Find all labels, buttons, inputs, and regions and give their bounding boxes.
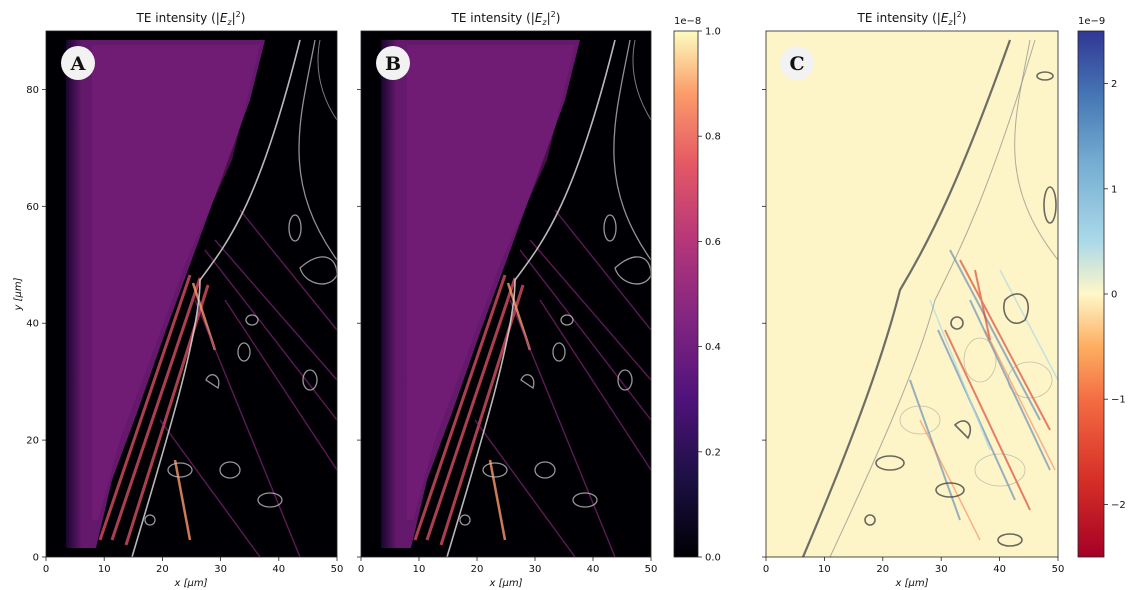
panel-c-colorbar [1077, 30, 1105, 558]
panel-a-badge-label: A [70, 53, 86, 75]
panel-b-title: TE intensity (|Ez|2) [451, 10, 561, 27]
panel-b-badge [376, 46, 410, 80]
colorbar-tick-label: 2 [1111, 79, 1117, 90]
colorbar-tick-label: 0.2 [705, 447, 721, 458]
y-tick-label: 60 [26, 202, 39, 213]
x-tick-label: 40 [587, 564, 600, 575]
y-tick-label: 20 [26, 436, 39, 447]
panel-c-xlabel: x [µm] [894, 578, 928, 589]
x-tick-label: 50 [645, 564, 658, 575]
colorbar-tick-label: −1 [1111, 395, 1126, 406]
panel-c-colorbar-ticks: 2 1 0 −1 −2 [1104, 79, 1126, 511]
x-tick-label: 30 [529, 564, 542, 575]
x-tick-label: 10 [98, 564, 111, 575]
panel-b: B TE intensity (|Ez|2) 0 10 20 30 40 50 x [µm… [357, 10, 721, 589]
panel-a: A TE intensity (|Ez|2) 0 10 20 30 40 50 0 20 40 6… [13, 10, 343, 589]
panel-a-ylabel: y [µm] [13, 277, 24, 311]
x-tick-label: 0 [43, 564, 49, 575]
colorbar-tick-label: 0.6 [705, 237, 721, 248]
panel-b-colorbar [673, 30, 699, 558]
x-tick-label: 30 [214, 564, 227, 575]
panel-b-axes: 0 10 20 30 40 50 [357, 89, 657, 575]
x-tick-label: 50 [1052, 564, 1065, 575]
y-tick-label: 0 [33, 553, 39, 564]
panel-c: C TE intensity (|Ez|2) 0 10 20 30 40 50 x [µm… [762, 10, 1126, 589]
x-tick-label: 0 [763, 564, 769, 575]
colorbar-tick-label: 0.8 [705, 132, 721, 143]
x-tick-label: 20 [156, 564, 169, 575]
panel-c-colorbar-scale: 1e−9 [1078, 16, 1105, 27]
colorbar-tick-label: 0.4 [705, 342, 721, 353]
colorbar-tick-label: 0.0 [705, 553, 721, 564]
panel-b-badge-label: B [385, 53, 401, 75]
panel-b-colorbar-ticks: 0.0 0.2 0.4 0.6 0.8 1.0 [698, 27, 721, 564]
panel-c-field-image [766, 31, 1058, 557]
x-tick-label: 20 [471, 564, 484, 575]
panel-b-field-image [361, 31, 651, 557]
panel-b-xlabel: x [µm] [488, 578, 522, 589]
panel-c-badge-label: C [789, 53, 804, 75]
panel-c-badge [780, 46, 814, 80]
x-tick-label: 40 [272, 564, 285, 575]
x-tick-label: 50 [331, 564, 344, 575]
x-tick-label: 40 [993, 564, 1006, 575]
panel-c-title: TE intensity (|Ez|2) [857, 10, 967, 27]
panel-a-xlabel: x [µm] [173, 578, 207, 589]
x-tick-label: 20 [876, 564, 889, 575]
y-tick-label: 80 [26, 85, 39, 96]
panel-c-axes: 0 10 20 30 40 50 [762, 89, 1064, 575]
panel-a-axes: 0 10 20 30 40 50 0 20 40 60 80 [26, 85, 343, 575]
panel-a-badge [61, 46, 95, 80]
colorbar-tick-label: 0 [1111, 290, 1117, 301]
x-tick-label: 0 [358, 564, 364, 575]
colorbar-tick-label: 1.0 [705, 27, 721, 38]
x-tick-label: 30 [935, 564, 948, 575]
colorbar-tick-label: −2 [1111, 500, 1126, 511]
panel-a-field-image [46, 31, 337, 557]
panel-b-colorbar-scale: 1e−8 [674, 16, 701, 27]
x-tick-label: 10 [818, 564, 831, 575]
colorbar-tick-label: 1 [1111, 184, 1117, 195]
panel-a-title: TE intensity (|Ez|2) [136, 10, 246, 27]
y-tick-label: 40 [26, 319, 39, 330]
x-tick-label: 10 [413, 564, 426, 575]
